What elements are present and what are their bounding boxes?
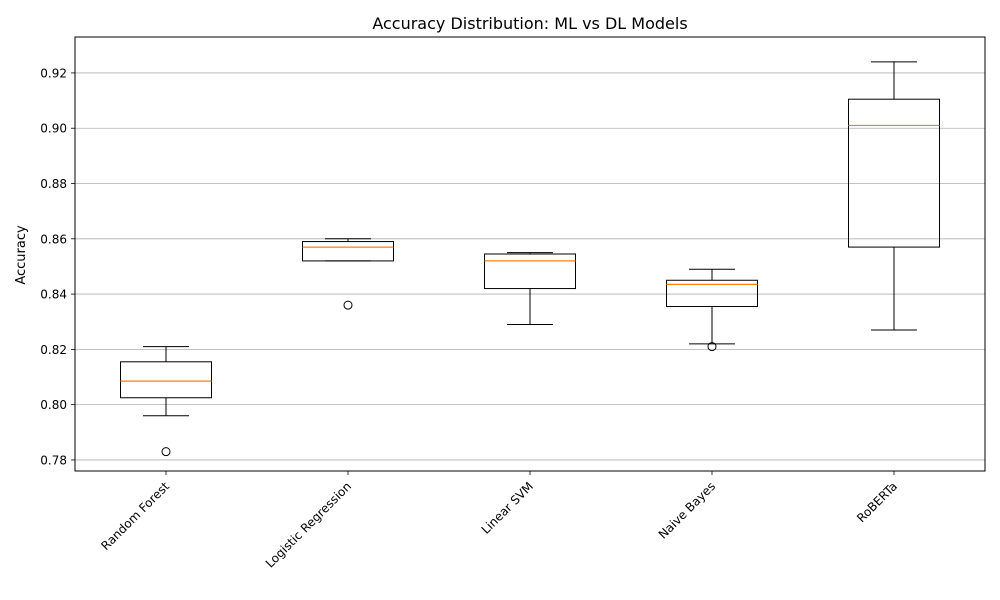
y-tick-label: 0.86 xyxy=(40,232,67,246)
box-roberta xyxy=(848,61,940,331)
box-linear-svm xyxy=(484,252,576,325)
iqr-box xyxy=(120,361,212,399)
x-tick-label: Linear SVM xyxy=(479,479,536,536)
y-tick-label: 0.78 xyxy=(40,453,67,467)
iqr-box xyxy=(484,253,576,290)
y-tick-label: 0.92 xyxy=(40,66,67,80)
box-logistic-regression xyxy=(302,238,394,310)
x-tick-label: Naive Bayes xyxy=(656,479,718,541)
x-tick-label: Logistic Regression xyxy=(263,479,354,570)
y-tick-label: 0.80 xyxy=(40,398,67,412)
y-axis: 0.78 0.80 0.82 0.84 0.86 0.88 0.90 0.92 xyxy=(40,66,75,467)
x-tick-label: Random Forest xyxy=(98,479,172,553)
outlier-point xyxy=(707,342,717,352)
box-naive-bayes xyxy=(666,268,758,352)
chart-title: Accuracy Distribution: ML vs DL Models xyxy=(372,14,687,33)
boxes xyxy=(120,61,940,457)
x-tick-label: RoBERTa xyxy=(854,479,900,525)
iqr-box xyxy=(848,98,940,248)
y-tick-label: 0.82 xyxy=(40,343,67,357)
y-tick-label: 0.84 xyxy=(40,288,67,302)
y-tick-label: 0.90 xyxy=(40,122,67,136)
iqr-box xyxy=(666,279,758,308)
y-tick-label: 0.88 xyxy=(40,177,67,191)
x-axis: Random Forest Logistic Regression Linear S… xyxy=(98,471,900,571)
y-axis-label: Accuracy xyxy=(14,225,29,285)
gridlines xyxy=(75,72,985,461)
outlier-point xyxy=(343,300,353,310)
outlier-point xyxy=(161,447,171,457)
iqr-box xyxy=(302,241,394,262)
box-random-forest xyxy=(120,346,212,457)
